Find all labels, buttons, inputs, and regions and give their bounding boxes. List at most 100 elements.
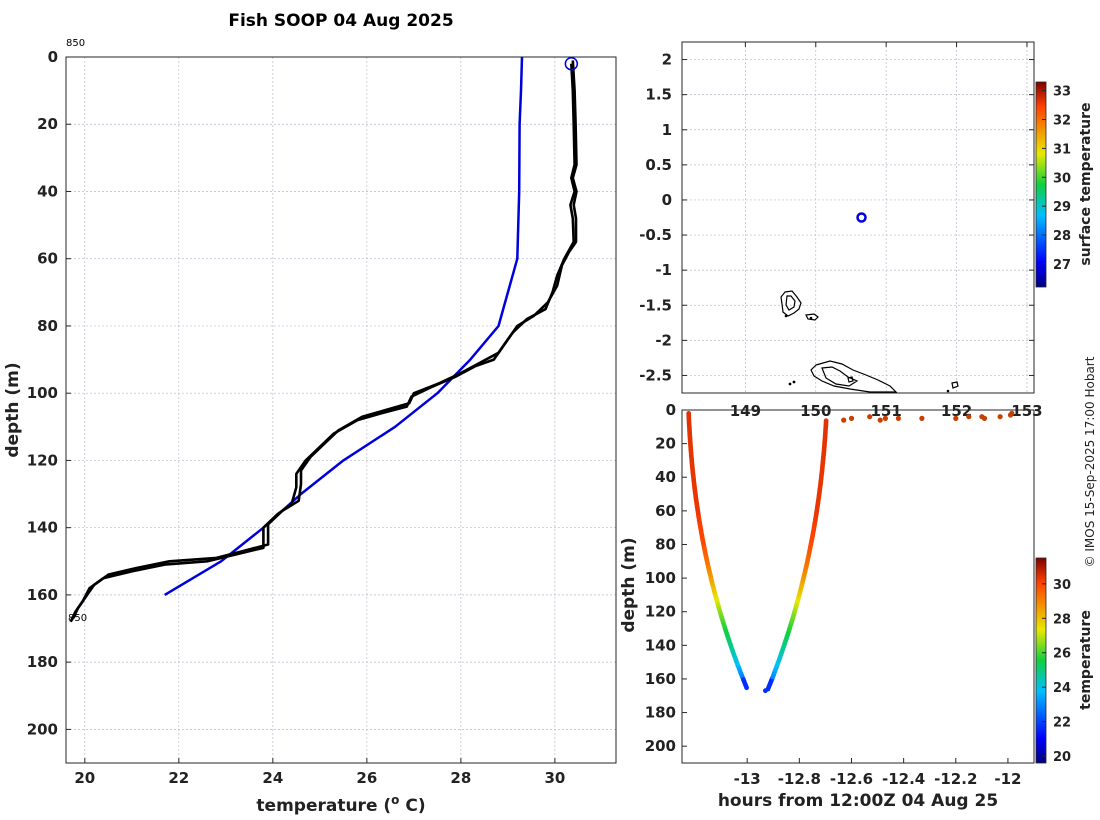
profile-y-ticks: 0 20 40 60 80 100 120 140 160 180 200	[27, 48, 71, 738]
surface-temperature-colorbar-tick-label: 31	[1053, 142, 1071, 157]
profile-line-profile_a	[69, 63, 576, 623]
coastlines	[780, 290, 959, 393]
map-y-tick-label: 1.5	[645, 86, 672, 104]
profile-y-tick-label: 120	[27, 451, 58, 469]
map-x-tick-label: 153	[1011, 402, 1042, 420]
section-y-tick-label: 160	[645, 670, 676, 688]
section-x-tick-label: -12.4	[882, 770, 925, 788]
profile-x-tick-label: 24	[262, 769, 283, 787]
profile-x-tick-label: 30	[544, 769, 565, 787]
profile-start-marker	[564, 56, 579, 71]
section-x-axis-label: hours from 12:00Z 04 Aug 25	[718, 791, 998, 811]
profile-axes-frame	[65, 56, 617, 764]
map-y-tick-label: 2	[662, 51, 672, 69]
surface-temperature-colorbar-tick-label: 28	[1053, 229, 1071, 244]
section-y-tick-label: 20	[655, 435, 676, 453]
map-y-tick-label: 0	[662, 191, 672, 209]
map-y-tick-label: -1	[655, 261, 672, 279]
section-point	[823, 418, 829, 424]
map-panel: 2 1.5 1 0.5 0 -0.5 -1 -1.5 -2 -2.5 149 150 151 152 15…	[639, 41, 1094, 420]
section-point	[744, 685, 749, 691]
section-surface-point	[919, 415, 925, 421]
profile-panel: 20 22 24 26 28 30 0 20 40 60 80 100 120 140 160 180 200…	[3, 38, 617, 816]
profile-y-tick-label: 140	[27, 519, 58, 537]
profile-y-tick-label: 200	[27, 720, 58, 738]
surface-temperature-colorbar-tick-label: 30	[1053, 171, 1071, 186]
section-surface-point	[895, 415, 902, 421]
profile-x-tick-label: 22	[168, 769, 189, 787]
section-surface-point	[867, 414, 873, 420]
ship-position-marker	[856, 212, 867, 223]
section-point	[763, 688, 768, 694]
section-surface-point	[1009, 410, 1015, 416]
section-y-tick-label: 80	[655, 535, 676, 553]
map-y-tick-label: 1	[662, 121, 672, 139]
profile-annotation-top: 850	[66, 38, 85, 49]
map-y-tick-label: -1.5	[639, 296, 672, 314]
profile-y-axis-label: depth (m)	[3, 362, 23, 457]
profile-x-ticks: 20 22 24 26 28 30	[74, 758, 565, 787]
section-surface-point	[981, 415, 988, 421]
profile-x-tick-label: 26	[356, 769, 377, 787]
chart-title: Fish SOOP 04 Aug 2025	[228, 11, 453, 31]
coastline-dots	[784, 314, 950, 393]
temperature-colorbar-tick-label: 24	[1053, 681, 1071, 696]
section-axes-frame	[681, 409, 1035, 764]
section-surface-point	[966, 414, 972, 420]
map-x-tick-label: 152	[941, 402, 972, 420]
section-surface-point	[997, 414, 1003, 420]
island-outline	[780, 290, 802, 317]
map-x-ticks: 149 150 151 152 153	[730, 42, 1043, 420]
temperature-colorbar-tick-label: 28	[1053, 612, 1071, 627]
temperature-colorbar-ticks: 20 22 24 26 28 30	[1042, 578, 1071, 765]
section-y-tick-label: 100	[645, 569, 676, 587]
map-x-tick-label: 150	[800, 402, 831, 420]
profile-y-tick-label: 160	[27, 586, 58, 604]
section-y-axis-label: depth (m)	[619, 537, 639, 632]
map-y-tick-label: -2	[655, 331, 672, 349]
temperature-colorbar-tick-label: 20	[1053, 750, 1071, 765]
profile-series	[69, 56, 579, 623]
island-outline	[951, 381, 959, 389]
profile-annotation-bottom: 850	[68, 613, 87, 624]
map-y-tick-label: -2.5	[639, 366, 672, 384]
surface-temperature-colorbar-tick-label: 33	[1053, 85, 1071, 100]
section-y-tick-label: 60	[655, 502, 676, 520]
surface-temperature-colorbar-tick-label: 32	[1053, 114, 1071, 129]
temperature-colorbar-tick-label: 30	[1053, 578, 1071, 593]
map-y-ticks: 2 1.5 1 0.5 0 -0.5 -1 -1.5 -2 -2.5	[639, 51, 1034, 384]
section-y-tick-label: 180	[645, 704, 676, 722]
profile-y-tick-label: 60	[37, 250, 58, 268]
profile-y-tick-label: 20	[37, 115, 58, 133]
section-y-tick-label: 200	[645, 737, 676, 755]
temperature-colorbar-label: temperature	[1078, 610, 1094, 710]
section-y-tick-label: 40	[655, 468, 676, 486]
profile-x-axis-label: temperature (o C)	[256, 793, 425, 816]
profile-y-tick-label: 0	[48, 48, 58, 66]
section-surface-point	[848, 415, 855, 421]
section-surface-point	[877, 417, 883, 423]
surface-temperature-colorbar-tick-label: 29	[1053, 200, 1071, 215]
map-axes-frame	[681, 41, 1035, 394]
temperature-colorbar	[1035, 557, 1047, 764]
surface-temperature-colorbar-label: surface temperature	[1078, 102, 1094, 265]
surface-temperature-colorbar-ticks: 27 28 29 30 31 32 33	[1042, 85, 1071, 273]
section-panel: -13 -12.8 -12.6 -12.4 -12.2 -12 0 20 40 60 80 100 1…	[619, 401, 1094, 811]
island-outline	[847, 376, 854, 383]
section-y-ticks: 0 20 40 60 80 100 120 140 160 180 200	[645, 401, 687, 755]
credit-text: © IMOS 15-Sep-2025 17:00 Hobart	[1083, 356, 1097, 567]
profile-y-tick-label: 100	[27, 384, 58, 402]
profile-y-tick-label: 180	[27, 653, 58, 671]
section-surface-point	[882, 415, 889, 421]
island-outline	[805, 313, 819, 321]
profile-line-profile_b	[71, 60, 578, 619]
map-x-tick-label: 149	[730, 402, 761, 420]
temperature-colorbar-tick-label: 26	[1053, 647, 1071, 662]
profile-x-tick-label: 20	[74, 769, 95, 787]
section-x-tick-label: -13	[734, 770, 761, 788]
map-y-tick-label: -0.5	[639, 226, 672, 244]
surface-temperature-colorbar-tick-label: 27	[1053, 258, 1071, 273]
section-surface-point	[953, 415, 959, 421]
profile-x-tick-label: 28	[450, 769, 471, 787]
